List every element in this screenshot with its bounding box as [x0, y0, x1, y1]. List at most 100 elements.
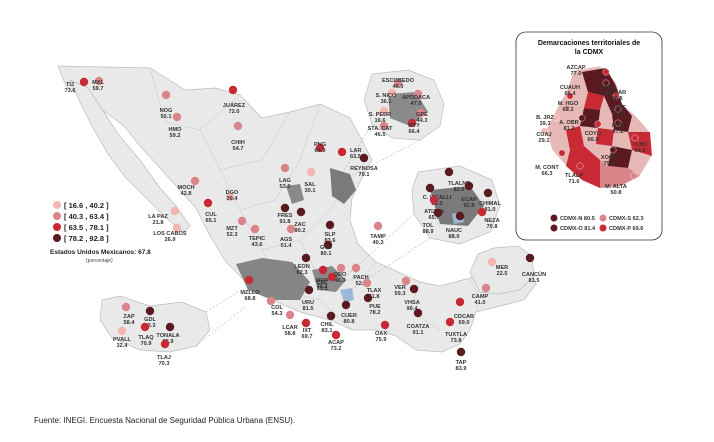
label-cancun: CANCÚN	[522, 271, 546, 278]
label-s-nico: S. NICO	[376, 93, 397, 99]
cdmx-label-b-jrz: B. JRZ	[536, 115, 554, 121]
value-los-cabos: 26.9	[165, 237, 176, 243]
value-neza: 70.8	[487, 224, 498, 230]
marker-tonala	[165, 322, 175, 332]
legend-label-1: [ 16.6 , 40.2 ]	[64, 201, 109, 210]
marker-oax	[380, 320, 390, 330]
cdmx-label-iztp: IZTP	[612, 123, 624, 129]
marker-tap	[456, 347, 466, 357]
marker-col	[266, 296, 276, 306]
label-nog: NOG	[160, 108, 173, 114]
value-tlax: 51.8	[369, 294, 380, 300]
label-pvall: PVALL	[113, 337, 132, 343]
value-gdl: 83.3	[145, 323, 156, 329]
cdmx-marker-xoch	[609, 146, 617, 154]
cdmx-value-m-cont: 66.3	[542, 171, 553, 177]
cdmx-label-azcap: AZCAP	[566, 65, 586, 71]
value-uru: 81.5	[303, 306, 314, 312]
label-dgo: DGO	[226, 190, 239, 196]
cdmx-label-cuauh: CUAUH	[560, 85, 580, 91]
value-mxl: 59.7	[93, 86, 104, 92]
value-mzt: 52.3	[227, 232, 238, 238]
legend-swatch-1	[53, 201, 61, 209]
label-tlaj: TLAJ	[157, 355, 171, 361]
marker-neza	[477, 207, 487, 217]
label-tol: TOL	[422, 223, 434, 229]
value-col: 54.3	[272, 311, 283, 317]
label-sal: SAL	[304, 182, 316, 188]
marker-vhsa	[409, 284, 419, 294]
label-oax: OAX	[375, 331, 387, 337]
cdmx-inset-title-1: Demarcaciones territoriales de	[538, 40, 640, 47]
region-marker-cdmx-o-81-4	[550, 224, 558, 232]
marker-slp	[325, 220, 335, 230]
marker-cel	[327, 272, 337, 282]
label-sta-cat: STA. CAT	[368, 126, 394, 132]
marker-mxl	[94, 76, 104, 86]
label-moch: MOCH	[177, 185, 194, 191]
label-cel: CEL	[316, 280, 328, 286]
label-fres: FRES	[278, 213, 293, 219]
value-lcar: 58.8	[285, 331, 296, 337]
label-chil: CHIL	[320, 322, 334, 328]
cdmx-value-tlhc: 64.6	[635, 148, 646, 154]
label-tepic: TEPIC	[249, 236, 265, 242]
label-ver: VER	[394, 285, 406, 291]
value-juarez: 72.0	[229, 109, 240, 115]
label-s-pedr: S. PEDR	[369, 112, 391, 118]
cdmx-value-tlalp: 71.6	[569, 179, 580, 185]
value-apodaca: 47.0	[411, 101, 422, 107]
label-png: PNG	[314, 142, 326, 148]
label-cul: CUL	[205, 212, 217, 218]
marker-pach	[351, 263, 361, 273]
value-tol: 88.9	[423, 229, 434, 235]
label-gdl: GDL	[144, 317, 156, 323]
value-la-paz: 21.8	[153, 220, 164, 226]
mexico-landmass	[57, 65, 537, 353]
marker-chimal	[483, 188, 493, 198]
label-lar: LAR	[350, 148, 362, 154]
cdmx-marker-azcap	[602, 68, 610, 76]
label-acap: ACAP	[328, 340, 344, 346]
value-mty: 66.4	[409, 129, 421, 135]
value-escobedo: 46.0	[393, 84, 404, 90]
label-escobedo: ESCOBEDO	[382, 78, 415, 84]
label-ixt: IXT	[303, 328, 312, 334]
marker-tepic	[250, 224, 260, 234]
label-apodaca: APODACA	[402, 95, 430, 101]
cdmx-marker-gam	[602, 79, 610, 87]
marker-mzt	[237, 216, 247, 226]
marker-pue	[363, 293, 373, 303]
marker-nauc	[455, 211, 465, 221]
cdmx-value-coyo: 66.9	[588, 137, 599, 143]
value-cdcar: 69.0	[459, 320, 470, 326]
marker-cul	[203, 198, 213, 208]
value-s-pedr: 16.6	[375, 118, 386, 124]
cdmx-marker-cuauh	[566, 92, 574, 100]
cdmx-marker-m-alta	[630, 172, 638, 180]
value-mzllo: 68.8	[245, 296, 256, 302]
cdmx-label-m-alta: M. ALTA	[605, 184, 627, 190]
marker-dgo	[225, 192, 235, 202]
marker-lag	[280, 163, 290, 173]
marker-chil	[326, 311, 336, 321]
label-juarez: JUÁREZ	[223, 102, 246, 109]
value-hmo: 59.2	[170, 133, 181, 139]
marker-s-nico	[387, 88, 397, 98]
label-leon: LEON	[294, 264, 310, 270]
marker-cuer	[341, 300, 351, 310]
label-tamp: TAMP	[370, 234, 386, 240]
label-mzllo: MZLLO	[240, 290, 260, 296]
marker-fres	[280, 203, 290, 213]
marker-sta-cat	[379, 121, 389, 131]
value-png: 64.9	[315, 148, 326, 154]
marker-ver	[401, 276, 411, 286]
label-ecap: ECAP	[461, 197, 477, 203]
value-tlaj: 70.3	[159, 361, 170, 367]
legend-label-4: [ 78.2 , 92.8 ]	[64, 234, 109, 243]
cdmx-value-cuauh: 65.4	[565, 91, 577, 97]
region-marker-cdmx-n-80-5	[550, 214, 558, 222]
cdmx-label-xoch: XOCH	[601, 155, 617, 161]
value-pue: 78.2	[370, 310, 381, 316]
region-marker-cdmx-p-69-6	[599, 224, 607, 232]
